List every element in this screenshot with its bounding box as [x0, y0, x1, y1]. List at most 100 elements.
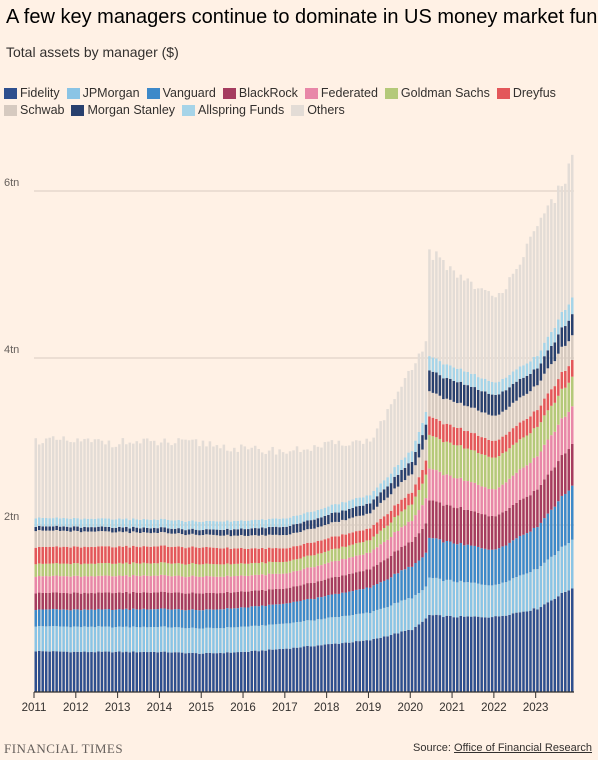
bar-segment [72, 442, 76, 518]
bar-segment [327, 578, 330, 596]
bar-segment [382, 480, 386, 490]
bar-segment [194, 529, 198, 535]
bar-segment [128, 520, 132, 529]
bar-segment [476, 410, 480, 436]
bar-segment [145, 652, 149, 692]
bar-segment [445, 474, 449, 505]
bar-segment [97, 608, 100, 627]
bar-segment [104, 526, 107, 532]
bar-segment [69, 564, 72, 577]
bar-segment [205, 563, 208, 576]
bar-segment [494, 489, 497, 517]
bar-segment [400, 459, 403, 470]
bar-segment [111, 593, 114, 610]
bar-segment [351, 615, 355, 643]
bar-segment [267, 450, 271, 519]
bar-segment [79, 610, 83, 628]
bar-segment [438, 539, 442, 579]
bar-segment [490, 489, 494, 516]
legend-label: Vanguard [162, 86, 216, 100]
bar-segment [219, 593, 222, 610]
bar-segment [243, 626, 247, 652]
bar-segment [396, 530, 400, 551]
bar-segment [111, 447, 114, 520]
bar-segment [135, 532, 139, 547]
source-link[interactable]: Office of Financial Research [454, 742, 592, 754]
bar-segment [428, 500, 431, 538]
bar-segment [281, 603, 285, 624]
bar-segment [442, 505, 445, 543]
bar-segment [431, 469, 435, 501]
bar-segment [121, 563, 125, 576]
bar-segment [132, 531, 135, 546]
bar-segment [253, 590, 257, 607]
bar-segment [400, 482, 403, 500]
bar-segment [368, 569, 372, 588]
legend-label: Fidelity [20, 86, 60, 100]
bar-segment [480, 437, 483, 455]
bar-segment [529, 391, 532, 417]
bar-segment [438, 395, 442, 421]
bar-segment [320, 526, 323, 541]
bar-segment [309, 520, 313, 529]
bar-segment [240, 534, 243, 548]
bar-segment [382, 516, 386, 528]
bar-segment [543, 373, 546, 399]
bar-segment [435, 437, 438, 471]
bar-segment [97, 651, 100, 692]
bar-segment [201, 653, 205, 692]
bar-segment [571, 588, 574, 692]
bar-segment [97, 518, 100, 527]
bar-segment [267, 518, 271, 528]
bar-segment [65, 518, 69, 527]
bar-segment [156, 592, 159, 610]
bar-segment [511, 273, 515, 372]
bar-segment [212, 593, 215, 610]
bar-segment [417, 489, 421, 511]
bar-segment [208, 547, 212, 564]
bar-segment [72, 575, 76, 593]
bar-segment [487, 393, 490, 415]
bar-segment [93, 652, 97, 692]
bar-segment [407, 521, 410, 543]
bar-segment [145, 532, 149, 547]
bar-segment [442, 581, 445, 618]
bar-segment [44, 563, 48, 577]
bar-segment [438, 615, 442, 692]
bar-segment [344, 575, 348, 593]
bar-segment [445, 504, 449, 542]
bar-segment [403, 545, 407, 570]
bar-segment [145, 575, 149, 593]
bar-segment [365, 438, 368, 496]
bar-segment [250, 447, 253, 521]
bar-segment [490, 381, 494, 395]
bar-segment [323, 563, 327, 580]
bar-segment [271, 527, 274, 535]
bar-segment [69, 593, 72, 611]
bar-segment [257, 520, 260, 529]
bar-segment [260, 574, 264, 590]
bar-segment [240, 591, 243, 608]
bar-segment [55, 592, 58, 610]
bar-segment [159, 518, 163, 528]
bar-segment [341, 643, 344, 692]
bar-segment [205, 446, 208, 521]
bar-segment [170, 533, 173, 548]
bar-segment [76, 563, 79, 576]
bar-segment [546, 336, 550, 351]
bar-segment [156, 546, 159, 564]
bar-segment [37, 626, 41, 651]
bar-segment [508, 542, 511, 581]
bar-segment [41, 576, 44, 593]
bar-segment [135, 652, 139, 692]
bar-segment [90, 626, 93, 652]
bar-segment [139, 532, 142, 548]
bar-segment [358, 613, 361, 642]
bar-segment [278, 589, 281, 605]
bar-segment [114, 446, 118, 520]
bar-segment [449, 399, 452, 425]
bar-segment [125, 626, 128, 652]
bar-segment [459, 506, 463, 543]
bar-segment [348, 591, 351, 616]
bar-segment [355, 589, 358, 615]
